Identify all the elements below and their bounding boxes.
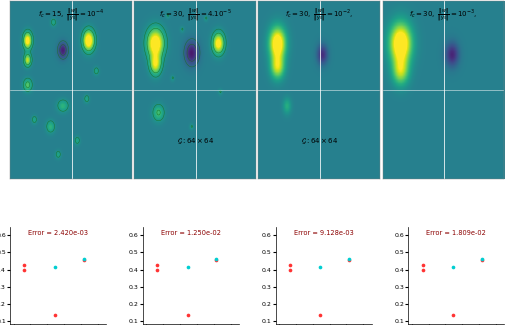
Point: [478, 256, 486, 262]
Point: [51, 312, 59, 318]
Point: [80, 256, 88, 262]
Point: [316, 312, 324, 318]
Point: [153, 263, 161, 268]
Point: [51, 265, 59, 270]
Point: [345, 257, 353, 263]
Point: [419, 263, 427, 268]
Text: Error = 2.420e-03: Error = 2.420e-03: [28, 230, 88, 236]
Text: $f_c = 15,\ \frac{\|w\|}{\|y_0\|} = 10^{-4}$: $f_c = 15,\ \frac{\|w\|}{\|y_0\|} = 10^{…: [38, 6, 104, 24]
Point: [449, 312, 457, 318]
Point: [20, 268, 28, 273]
Point: [478, 257, 486, 263]
Point: [286, 263, 294, 268]
Point: [286, 268, 294, 273]
Text: $f_c = 30,\ \frac{\|w\|}{\|y_0\|} = 10^{-2},$: $f_c = 30,\ \frac{\|w\|}{\|y_0\|} = 10^{…: [285, 6, 353, 24]
Point: [20, 263, 28, 268]
Text: Error = 1.809e-02: Error = 1.809e-02: [426, 230, 486, 236]
Point: [449, 265, 457, 270]
Text: $\mathcal{G} : 64 \times 64$: $\mathcal{G} : 64 \times 64$: [176, 136, 214, 147]
Point: [80, 257, 88, 263]
Point: [184, 312, 192, 318]
Point: [419, 268, 427, 273]
Text: Error = 1.250e-02: Error = 1.250e-02: [161, 230, 221, 236]
Text: $f_c = 30,\ \frac{\|w\|}{\|y_0\|} = 10^{-3},$: $f_c = 30,\ \frac{\|w\|}{\|y_0\|} = 10^{…: [409, 6, 478, 24]
Text: $f_c = 30,\ \frac{\|w\|}{\|y_0\|} = 4.10^{-5}$: $f_c = 30,\ \frac{\|w\|}{\|y_0\|} = 4.10…: [159, 6, 232, 24]
Point: [345, 256, 353, 262]
Text: $\mathcal{G} : 64 \times 64$: $\mathcal{G} : 64 \times 64$: [301, 136, 338, 147]
Point: [212, 257, 221, 263]
Point: [184, 265, 192, 270]
Text: Error = 9.128e-03: Error = 9.128e-03: [294, 230, 353, 236]
Point: [316, 265, 324, 270]
Point: [212, 256, 221, 262]
Point: [153, 268, 161, 273]
